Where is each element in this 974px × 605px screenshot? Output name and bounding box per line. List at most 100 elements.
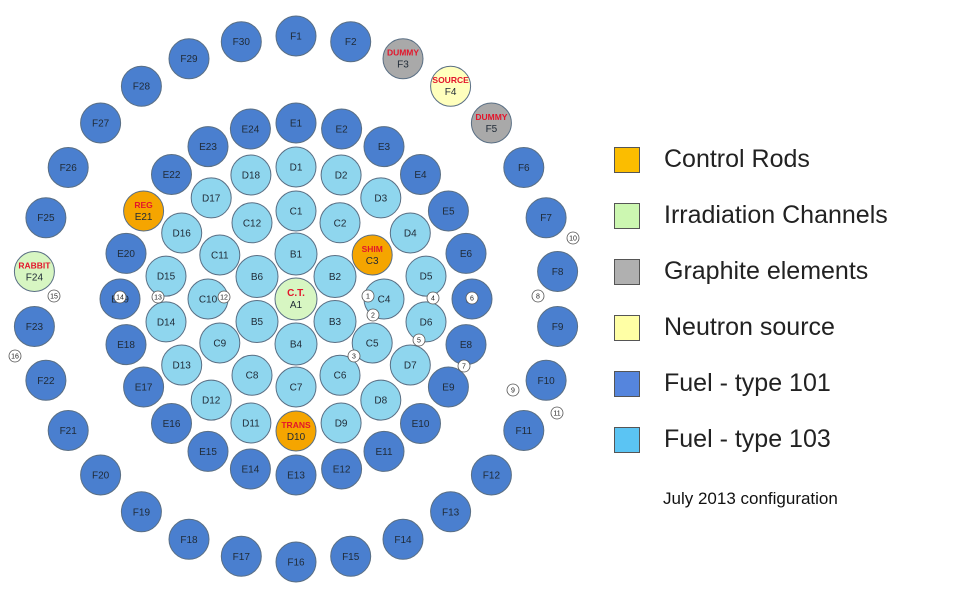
rod-label: C11 (211, 251, 229, 262)
rod-label: E8 (460, 340, 473, 351)
rod-label: E10 (412, 419, 430, 430)
port-label: 14 (116, 295, 124, 302)
rod-label: E17 (135, 383, 153, 394)
rod-F30: F30 (220, 21, 262, 63)
rod-E1: E1 (275, 102, 317, 144)
rod-circle (190, 177, 232, 219)
rod-circle (80, 454, 122, 496)
rod-label: F3 (397, 60, 409, 71)
rod-label: C1 (290, 207, 303, 218)
rod-C11: C11 (199, 234, 241, 276)
rod-label: F19 (133, 507, 151, 518)
rod-C3: SHIM C3 (351, 234, 393, 276)
rod-circle (275, 146, 317, 188)
rod-circle (313, 300, 357, 343)
port-marker: 7 (457, 359, 471, 373)
port-marker: 16 (8, 349, 22, 363)
rod-D1: D1 (275, 146, 317, 188)
rod-circle (13, 251, 55, 292)
rod-F20: F20 (80, 454, 122, 496)
fuel-element-grid: C.T.A1 B1 B2 B3 B4 B5 B6 C1 C2 SHIM C3 C4 C5 C6 C7 C8 C9… (13, 15, 579, 583)
rod-F8: F8 (537, 251, 579, 292)
rod-circle (151, 154, 192, 195)
rod-circle (275, 366, 317, 408)
rod-circle (405, 301, 447, 343)
rod-label: E23 (199, 142, 217, 153)
rod-label: F4 (445, 87, 457, 98)
rod-B1: B1 (274, 232, 318, 276)
rod-label: F9 (552, 322, 564, 333)
legend-swatch (614, 371, 640, 397)
rod-D2: D2 (320, 154, 362, 196)
rod-label: F29 (180, 54, 198, 65)
rod-F21: F21 (47, 410, 89, 451)
rod-circle (275, 190, 317, 232)
rod-label: E9 (442, 383, 455, 394)
rod-circle (320, 154, 362, 196)
port-label: 10 (569, 236, 577, 243)
rod-F16: F16 (275, 541, 317, 583)
rod-label: D13 (173, 361, 192, 372)
port-marker: 4 (426, 291, 440, 305)
rod-B3: B3 (313, 300, 357, 343)
rod-label: C4 (378, 295, 391, 306)
rod-F17: F17 (220, 535, 262, 577)
rod-label: F25 (37, 213, 55, 224)
rod-D12: D12 (190, 379, 232, 421)
rod-circle (120, 65, 162, 107)
rod-E15: E15 (187, 430, 229, 472)
port-circle (531, 289, 545, 303)
rod-label: D6 (420, 317, 433, 328)
port-circle (550, 406, 564, 420)
rod-F11: F11 (503, 410, 545, 451)
rod-label: E15 (199, 447, 217, 458)
rod-E18: E18 (105, 324, 147, 366)
rod-E2: E2 (321, 108, 363, 150)
legend-swatch (614, 427, 640, 453)
rod-C5: C5 (351, 322, 393, 364)
rod-label: C2 (334, 218, 347, 229)
rod-label: F15 (342, 552, 360, 563)
port-circle (465, 291, 479, 305)
rod-B4: B4 (274, 322, 318, 366)
rod-circle (525, 197, 567, 239)
rod-label: E18 (117, 340, 135, 351)
rod-F13: F13 (430, 491, 472, 533)
reactor-core-map: C.T.A1 B1 B2 B3 B4 B5 B6 C1 C2 SHIM C3 C4 C5 C6 C7 C8 C9… (8, 15, 580, 583)
rod-D13: D13 (161, 344, 203, 386)
rod-C7: C7 (275, 366, 317, 408)
port-marker: 11 (550, 406, 564, 420)
port-label: 4 (431, 296, 435, 303)
rod-C1: C1 (275, 190, 317, 232)
rod-label: F21 (60, 426, 78, 437)
rod-E17: E17 (123, 366, 165, 408)
port-circle (347, 349, 361, 363)
rod-F5: DUMMY F5 (470, 102, 512, 144)
rod-F14: F14 (382, 518, 424, 560)
rod-E9: E9 (427, 366, 469, 408)
rod-D15: D15 (145, 255, 187, 297)
rod-circle (503, 147, 545, 188)
rod-label: D18 (242, 171, 261, 182)
rod-circle (145, 255, 187, 297)
rod-D3: D3 (360, 177, 402, 219)
rod-circle (220, 21, 262, 63)
rod-circle (220, 535, 262, 577)
rod-E21: REG E21 (123, 190, 165, 232)
port-label: 13 (154, 295, 162, 302)
rod-label: E5 (442, 207, 455, 218)
rod-F28: F28 (120, 65, 162, 107)
rod-label: D14 (157, 317, 176, 328)
rod-F9: F9 (537, 306, 579, 347)
rod-circle (229, 108, 271, 150)
rod-circle (360, 379, 402, 421)
rod-label: F30 (233, 37, 251, 48)
rod-circle (47, 410, 89, 451)
rod-label: D2 (335, 171, 348, 182)
rod-C9: C9 (199, 322, 241, 364)
rod-circle (363, 126, 405, 168)
rod-circle (389, 212, 431, 254)
legend-swatch (614, 259, 640, 285)
rod-F6: F6 (503, 147, 545, 188)
port-label: 11 (553, 411, 560, 418)
